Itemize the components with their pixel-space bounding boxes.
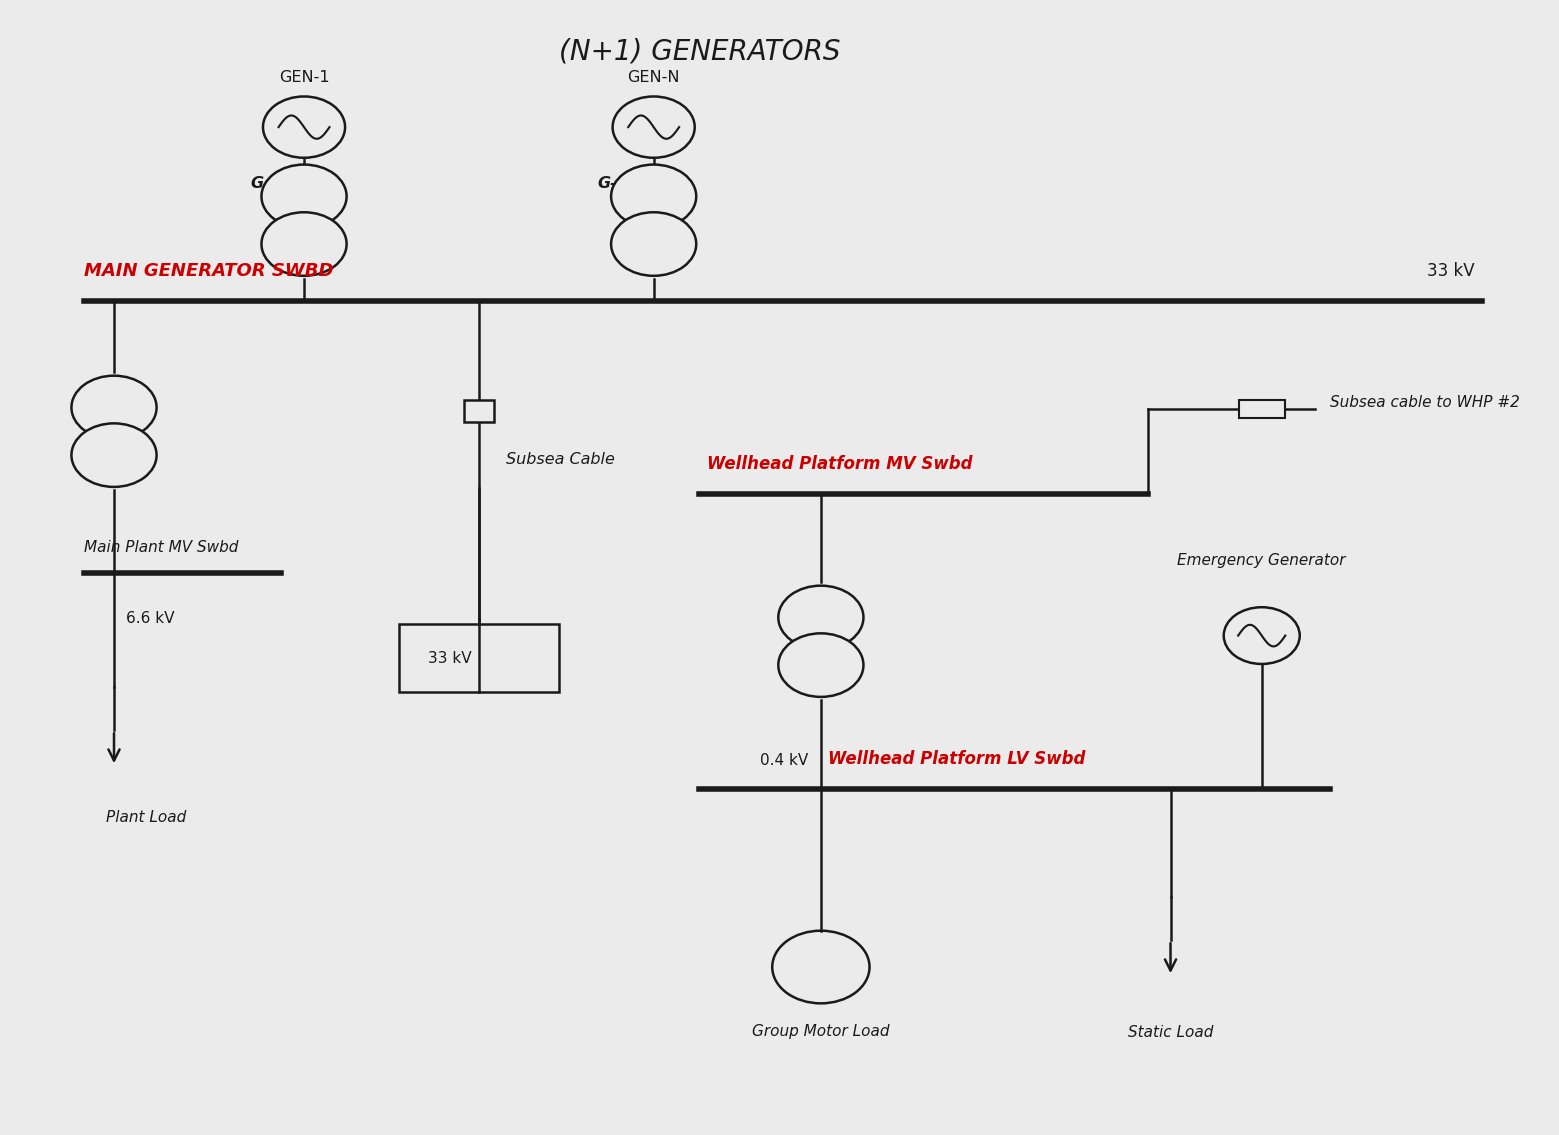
- Text: 6.6 kV: 6.6 kV: [126, 611, 175, 627]
- Text: Wellhead Platform MV Swbd: Wellhead Platform MV Swbd: [706, 455, 973, 473]
- Text: Subsea cable to WHP #2: Subsea cable to WHP #2: [1330, 395, 1520, 411]
- Circle shape: [72, 376, 156, 439]
- Text: 33 kV: 33 kV: [1426, 262, 1475, 280]
- Circle shape: [262, 165, 346, 228]
- Text: Main Plant MV Swbd: Main Plant MV Swbd: [84, 540, 239, 555]
- Circle shape: [262, 212, 346, 276]
- Text: G-1: G-1: [251, 176, 281, 192]
- Text: Emergency Generator: Emergency Generator: [1177, 553, 1345, 568]
- Text: 33 kV: 33 kV: [427, 650, 471, 666]
- Circle shape: [778, 633, 864, 697]
- Text: Wellhead Platform LV Swbd: Wellhead Platform LV Swbd: [828, 750, 1087, 768]
- FancyBboxPatch shape: [1239, 400, 1285, 418]
- Circle shape: [611, 212, 697, 276]
- Circle shape: [611, 165, 697, 228]
- Text: Subsea Cable: Subsea Cable: [507, 452, 616, 468]
- Text: 0.4 kV: 0.4 kV: [761, 753, 809, 768]
- Text: G-N: G-N: [597, 176, 631, 192]
- Text: GEN-1: GEN-1: [279, 70, 329, 85]
- Text: Plant Load: Plant Load: [106, 809, 187, 825]
- Text: Static Load: Static Load: [1127, 1025, 1213, 1041]
- Text: MAIN GENERATOR SWBD: MAIN GENERATOR SWBD: [84, 262, 334, 280]
- FancyBboxPatch shape: [463, 400, 494, 422]
- Bar: [399, 624, 558, 692]
- Text: (N+1) GENERATORS: (N+1) GENERATORS: [558, 37, 840, 65]
- Circle shape: [778, 586, 864, 649]
- Circle shape: [72, 423, 156, 487]
- Text: GEN-N: GEN-N: [627, 70, 680, 85]
- Text: Group Motor Load: Group Motor Load: [751, 1024, 890, 1039]
